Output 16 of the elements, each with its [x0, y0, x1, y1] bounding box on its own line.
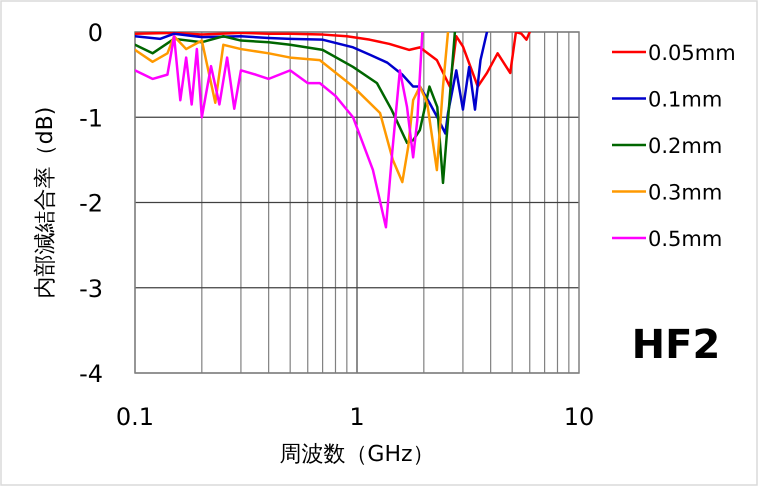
y-axis-title: 内部減結合率（dB) [33, 106, 58, 298]
text: HF2 [632, 322, 720, 368]
legend-label: 0.2mm [648, 134, 722, 158]
y-tick-label: -3 [79, 274, 103, 303]
legend-label: 0.5mm [648, 227, 722, 251]
x-tick-label: 0.1 [116, 403, 154, 431]
x-tick-label: 10 [564, 403, 594, 431]
y-tick-label: -4 [79, 360, 103, 388]
y-tick-label: 0 [88, 19, 103, 47]
y-tick-label: -2 [79, 190, 103, 218]
y-tick-label: -1 [79, 104, 103, 132]
legend-label: 0.1mm [648, 88, 722, 112]
legend-label: 0.3mm [648, 180, 722, 204]
x-axis-title: 周波数（GHz） [279, 442, 435, 467]
legend-label: 0.05mm [648, 41, 736, 65]
x-tick-label: 1 [349, 403, 365, 431]
